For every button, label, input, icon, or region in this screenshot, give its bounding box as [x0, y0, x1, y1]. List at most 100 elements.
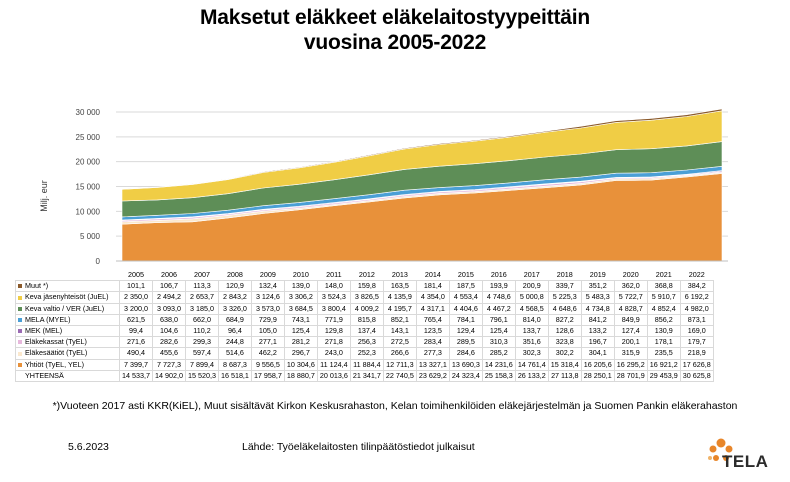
data-label: 455,6	[151, 347, 186, 360]
logo-dot-top	[716, 438, 726, 448]
data-label: 272,5	[382, 336, 417, 349]
logo-text: TELA	[722, 452, 769, 471]
data-label: 200,1	[613, 336, 648, 349]
y-tick-label: 0	[96, 257, 101, 266]
data-label: 490,4	[119, 347, 153, 360]
y-tick-label: 10 000	[76, 207, 101, 216]
data-label: 266,6	[382, 347, 417, 360]
data-table: 2005 2006 2007 2008 2009 2010 2011 2012 2013 2014…	[15, 270, 714, 383]
data-label: 7 727,3	[151, 358, 186, 371]
legend-label: Keva valtio / VER (JuEL)	[25, 303, 105, 313]
data-label: 17 626,8	[679, 358, 714, 371]
data-label: 815,8	[349, 313, 384, 327]
data-label: 133,7	[514, 325, 549, 338]
data-label: 4 009,2	[349, 302, 384, 315]
table-row: Eläkesäätiöt (TyEL) 490,4 455,6 597,4 514,6 4…	[15, 347, 714, 360]
data-label: 304,1	[580, 347, 615, 360]
data-label: 6 192,2	[679, 291, 714, 304]
x-tick-label: 2010	[292, 270, 309, 279]
data-label: 181,4	[415, 280, 450, 293]
x-tick-label: 2013	[391, 270, 408, 279]
data-label: 638,0	[151, 313, 186, 327]
data-label: 4 982,0	[679, 302, 714, 315]
legend-label: Eläkesäätiöt (TyEL)	[25, 348, 88, 358]
data-label: 123,5	[415, 325, 450, 338]
total-value: 23 629,2	[415, 369, 450, 383]
data-label: 5 483,3	[580, 291, 615, 304]
data-label: 296,7	[283, 347, 318, 360]
data-label: 310,3	[481, 336, 516, 349]
data-label: 4 648,6	[547, 302, 582, 315]
data-label: 729,9	[250, 313, 285, 327]
data-label: 179,7	[679, 336, 714, 349]
legend-entry: MEK (MEL)	[15, 325, 120, 338]
total-value: 27 113,8	[547, 369, 582, 383]
logo-dot-left	[709, 445, 717, 453]
data-label: 5 722,7	[613, 291, 648, 304]
data-label: 252,3	[349, 347, 384, 360]
data-label: 2 494,2	[151, 291, 186, 304]
data-label: 873,1	[679, 313, 714, 327]
data-label: 187,5	[448, 280, 483, 293]
data-label: 7 899,4	[184, 358, 219, 371]
data-label: 841,2	[580, 313, 615, 327]
area-series	[121, 108, 723, 190]
data-label: 120,9	[217, 280, 252, 293]
total-value: 14 533,7	[119, 369, 153, 383]
table-row: Muut *) 101,1 106,7 113,3 120,9 132,4 139,0 148…	[15, 280, 714, 293]
data-label: 139,0	[283, 280, 318, 293]
legend-key	[18, 351, 22, 356]
legend-key	[18, 362, 22, 367]
legend-label: MELA (MYEL)	[25, 314, 71, 324]
data-label: 99,4	[119, 325, 153, 338]
data-label: 15 318,4	[547, 358, 582, 371]
data-label: 3 185,0	[184, 302, 219, 315]
table-row: Keva valtio / VER (JuEL) 3 200,0 3 093,0 3 …	[15, 302, 714, 315]
data-label: 281,2	[283, 336, 318, 349]
data-label: 16 921,2	[646, 358, 681, 371]
y-tick-label: 25 000	[76, 133, 101, 142]
data-label: 235,5	[646, 347, 681, 360]
legend-label: Muut *)	[25, 281, 49, 291]
legend-key	[18, 329, 22, 334]
data-label: 125,4	[481, 325, 516, 338]
x-tick-label: 2008	[226, 270, 243, 279]
data-label: 4 354,0	[415, 291, 450, 304]
logo-dot-bottom-right	[723, 455, 729, 461]
data-label: 106,7	[151, 280, 186, 293]
legend-key	[18, 340, 22, 345]
legend-key	[18, 284, 22, 289]
data-label: 285,2	[481, 347, 516, 360]
total-value: 20 013,6	[316, 369, 351, 383]
legend-key	[18, 317, 22, 322]
total-value: 21 341,7	[349, 369, 384, 383]
data-label: 132,4	[250, 280, 285, 293]
table-row: Eläkekassat (TyEL) 271,6 282,6 299,3 244,8 27…	[15, 336, 714, 349]
x-tick-label: 2018	[556, 270, 573, 279]
total-value: 14 902,0	[151, 369, 186, 383]
total-value: 30 625,8	[679, 369, 714, 383]
data-label: 784,1	[448, 313, 483, 327]
data-label: 4 852,4	[646, 302, 681, 315]
data-label: 14 761,4	[514, 358, 549, 371]
data-label: 148,0	[316, 280, 351, 293]
data-label: 137,4	[349, 325, 384, 338]
data-label: 283,4	[415, 336, 450, 349]
data-label: 771,9	[316, 313, 351, 327]
data-label: 289,5	[448, 336, 483, 349]
data-label: 4 467,2	[481, 302, 516, 315]
data-label: 299,3	[184, 336, 219, 349]
data-label: 2 653,7	[184, 291, 219, 304]
legend-label: Keva jäsenyhteisöt (JuEL)	[25, 292, 109, 302]
data-label: 3 573,0	[250, 302, 285, 315]
data-label: 13 327,1	[415, 358, 450, 371]
data-label: 3 524,3	[316, 291, 351, 304]
stacked-area-chart: 0 5 000 10 000 15 000 20 000 25 000 30 000 Mil…	[39, 108, 728, 266]
data-label: 11 884,4	[349, 358, 384, 371]
data-label: 271,8	[316, 336, 351, 349]
data-label: 2 350,0	[119, 291, 153, 304]
x-tick-label: 2005	[127, 270, 144, 279]
data-label: 129,8	[316, 325, 351, 338]
total-value: 29 453,9	[646, 369, 681, 383]
data-label: 4 828,7	[613, 302, 648, 315]
